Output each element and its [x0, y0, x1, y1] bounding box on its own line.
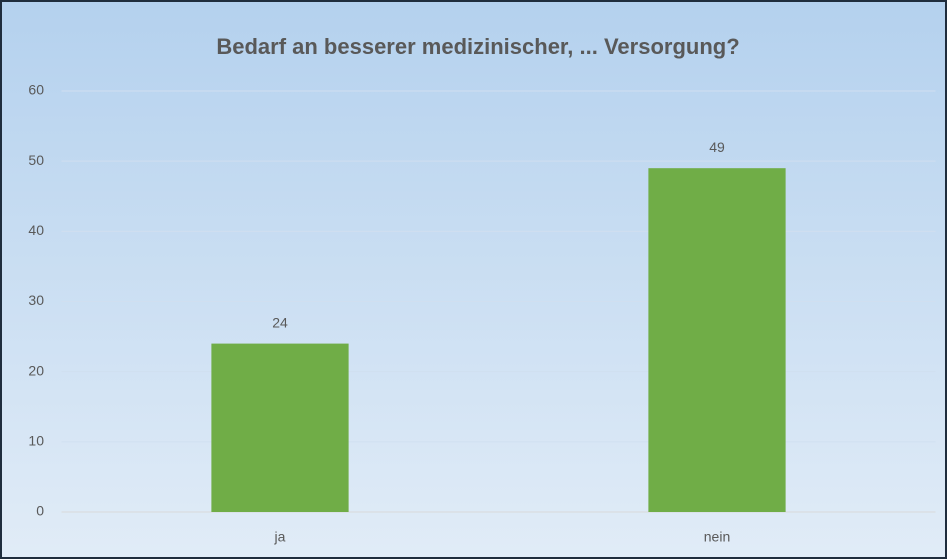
y-tick-label: 20 [28, 362, 44, 378]
y-tick-label: 40 [28, 222, 44, 238]
bar [648, 168, 786, 512]
chart-title: Bedarf an besserer medizinischer, ... Ve… [216, 34, 739, 59]
y-tick-label: 0 [36, 503, 44, 519]
x-tick-label: ja [274, 529, 286, 545]
x-tick-label: nein [704, 529, 730, 545]
bar [211, 343, 349, 512]
y-tick-label: 30 [28, 292, 44, 308]
data-label: 49 [709, 139, 725, 155]
data-label: 24 [272, 314, 288, 330]
y-tick-label: 10 [28, 433, 44, 449]
y-tick-label: 60 [28, 82, 44, 98]
y-tick-label: 50 [28, 152, 44, 168]
